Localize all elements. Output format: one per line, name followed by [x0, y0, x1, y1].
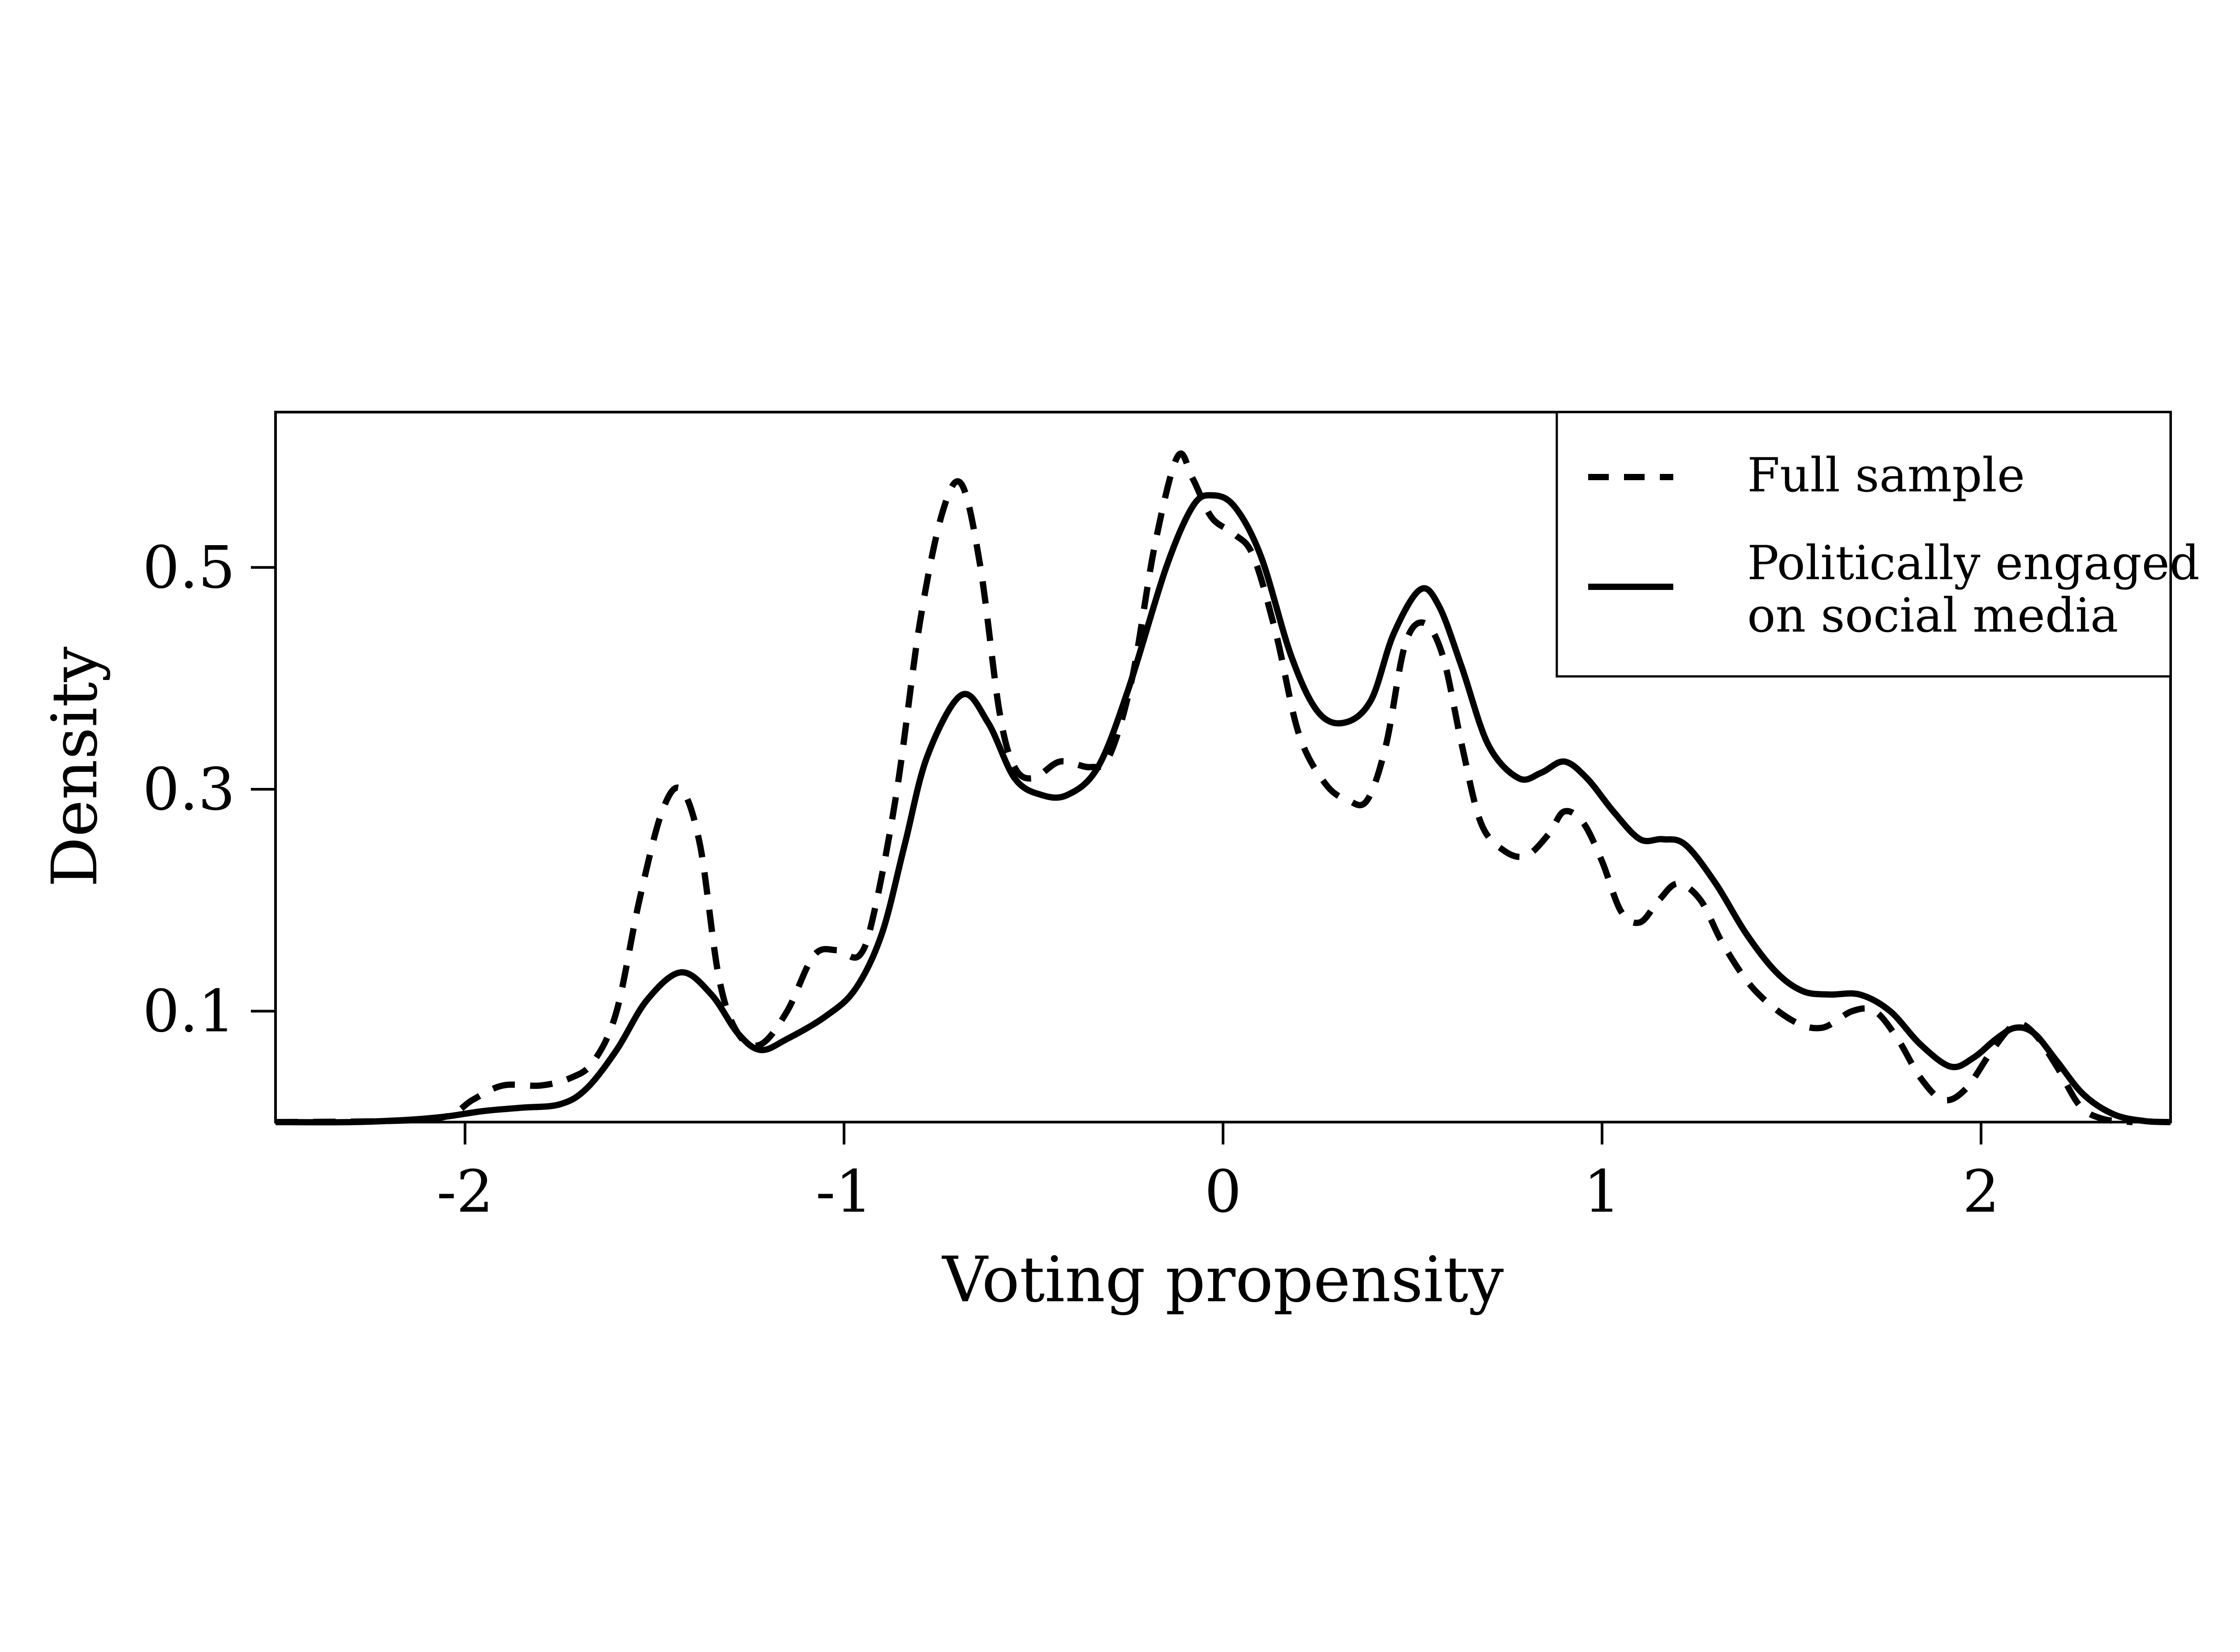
legend-box: [1555, 411, 2172, 678]
x-tick-label: -1: [816, 1157, 873, 1226]
legend-label-line-1: Politically engaged: [1747, 536, 2200, 590]
y-tick-label: 0.5: [142, 533, 235, 602]
series-line-full-sample: [275, 450, 2133, 1125]
x-tick-label: 1: [1584, 1157, 1621, 1226]
legend: Full sample Politically engaged on socia…: [1555, 411, 2214, 678]
y-axis: 0.1 0.3 0.5: [142, 533, 276, 1045]
y-tick-label: 0.1: [142, 977, 235, 1045]
x-axis-label: Voting propensity: [941, 1243, 1503, 1316]
x-tick-label: 0: [1205, 1157, 1242, 1226]
legend-label-full-sample: Full sample: [1747, 448, 2025, 503]
legend-label-line-2: on social media: [1747, 588, 2118, 643]
x-tick-label: 2: [1963, 1157, 2000, 1226]
series-layer: [275, 450, 2171, 1126]
series-line-politically-engaged: [275, 492, 2171, 1126]
x-axis: -2 -1 0 1 2: [437, 1122, 2000, 1226]
legend-label-politically-engaged: Politically engaged on social media: [1747, 536, 2214, 643]
x-tick-label: -2: [437, 1157, 494, 1226]
y-tick-label: 0.3: [142, 755, 235, 823]
y-axis-label: Density: [39, 646, 112, 887]
